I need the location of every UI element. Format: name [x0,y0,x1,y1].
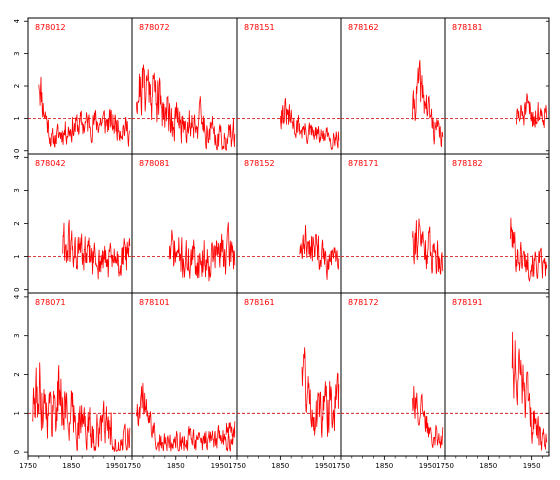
panel-frame [27,153,133,294]
panel-title: 878152 [244,159,275,168]
panel-title: 878071 [35,298,66,307]
y-tick-label: 1 [13,116,21,120]
y-tick-label: 1 [13,411,21,415]
series-line-878171 [412,218,444,275]
panel-frame [131,292,238,457]
x-tick-label: 1850 [167,462,185,470]
x-tick-label: 1750 [332,462,350,470]
panel-878172: 878172 [340,292,446,457]
x-tick-label: 1850 [271,462,289,470]
panel-title: 878182 [452,159,483,168]
y-tick-label: 0 [13,450,21,454]
panel-878151: 878151 [236,17,342,155]
series-line-878191 [511,331,548,451]
series-line-878152 [299,224,340,280]
y-tick-label: 3 [13,333,21,337]
panel-878071: 878071 [27,292,133,457]
series-line-878072 [136,64,236,151]
y-tick-label: 4 [13,18,21,23]
series-line-878012 [38,76,130,148]
series-line-878081 [168,222,236,282]
panel-878181: 878181 [444,17,550,155]
series-line-segment-878101 [225,421,236,439]
y-tick-label: 0 [13,287,21,291]
x-tick-label: 1750 [436,462,454,470]
x-tick-label: 1950 [106,462,124,470]
series-line-878071 [31,362,131,453]
y-tick-label: 2 [13,372,21,376]
panel-frame [236,17,342,155]
panel-frame [236,292,342,457]
panel-878072: 878072 [131,17,238,155]
y-tick-label: 4 [13,155,21,160]
panel-title: 878012 [35,23,66,32]
panel-title: 878081 [139,159,170,168]
y-tick-label: 2 [13,221,21,225]
series-line-878181 [516,93,548,128]
panel-frame [236,153,342,294]
panel-frame [340,17,446,155]
x-tick-label: 1850 [375,462,393,470]
panel-frame [340,153,446,294]
panel-title: 878072 [139,23,170,32]
panel-title: 878191 [452,298,483,307]
panel-878081: 878081 [131,153,238,294]
x-tick-label: 1950 [315,462,333,470]
panel-grid: 878012 878072 878151 878162 878181 878042 8780… [27,17,550,457]
panel-878182: 878182 [444,153,550,294]
panel-title: 878151 [244,23,275,32]
x-tick-label: 1850 [62,462,80,470]
panel-878191: 878191 [444,292,550,457]
x-tick-label: 1850 [479,462,497,470]
x-tick-label: 1750 [19,462,37,470]
panel-title: 878161 [244,298,275,307]
panel-title: 878181 [452,23,483,32]
panel-title: 878162 [348,23,379,32]
panel-frame [27,292,133,457]
panel-878101: 878101 [131,292,238,457]
x-tick-label: 1750 [228,462,246,470]
x-tick-label: 1950 [523,462,541,470]
x-tick-label: 1950 [419,462,437,470]
panel-title: 878172 [348,298,379,307]
panel-878042: 878042 [27,153,133,294]
panel-878162: 878162 [340,17,446,155]
y-tick-label: 3 [13,51,21,55]
series-line-878151 [279,98,340,150]
x-tick-label: 1750 [123,462,141,470]
series-line-878172 [412,385,444,449]
panel-878152: 878152 [236,153,342,294]
y-tick-label: 4 [13,294,21,299]
panel-878161: 878161 [236,292,342,457]
panel-title: 878101 [139,298,170,307]
panel-title: 878042 [35,159,66,168]
x-tick-label: 1950 [211,462,229,470]
y-tick-label: 0 [13,149,21,153]
y-tick-label: 1 [13,254,21,258]
series-line-878161 [301,347,340,438]
panel-title: 878171 [348,159,379,168]
series-line-878162 [412,60,444,148]
y-tick-label: 2 [13,84,21,88]
series-line-878101 [136,382,236,452]
series-line-878042 [62,219,131,280]
panel-878171: 878171 [340,153,446,294]
y-tick-label: 3 [13,188,21,192]
series-line-878182 [509,217,548,282]
panel-frame [444,17,550,155]
panel-878012: 878012 [27,17,133,155]
